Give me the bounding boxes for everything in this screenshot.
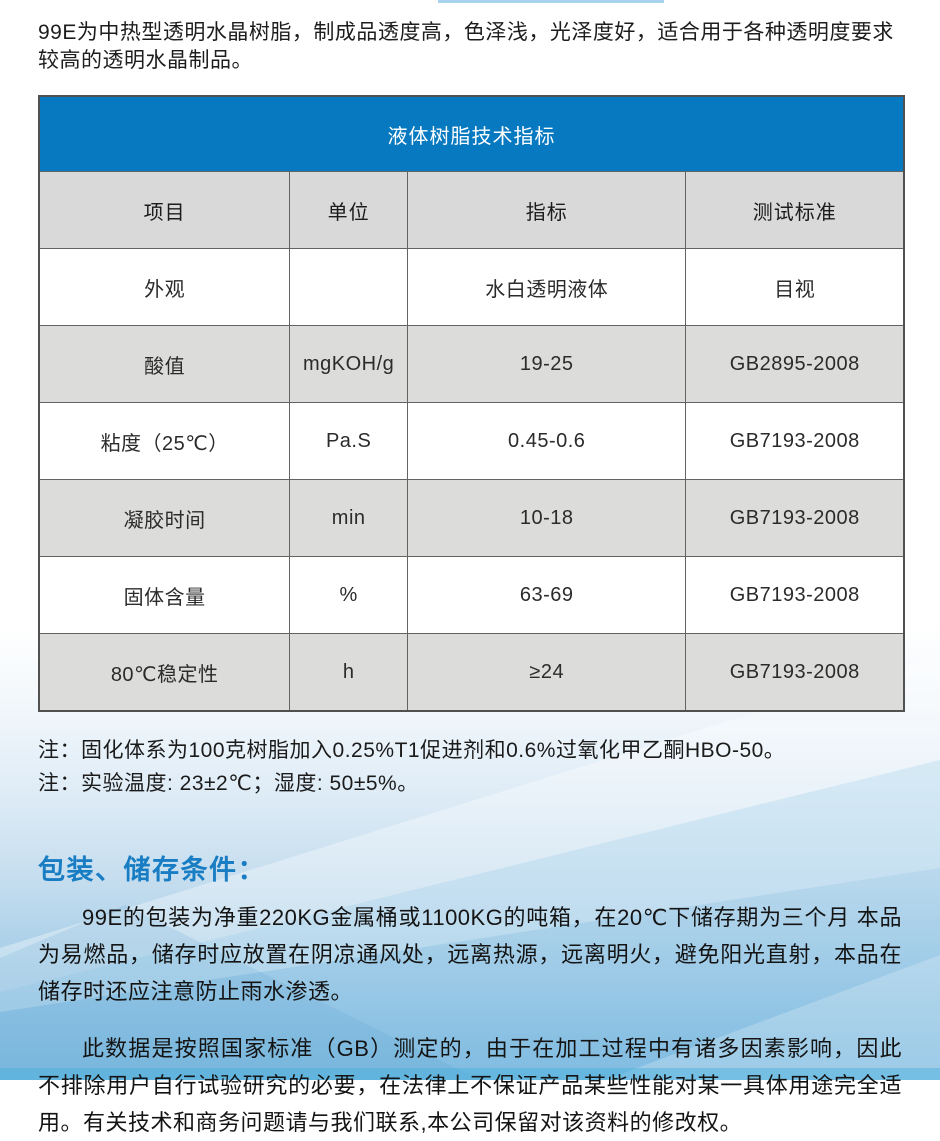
- top-banner-fragment: [438, 0, 664, 3]
- cell-spec: 水白透明液体: [406, 248, 687, 326]
- cell-item: 80℃稳定性: [38, 633, 291, 712]
- cell-item: 粘度（25℃）: [38, 402, 291, 480]
- cell-item: 酸值: [38, 325, 291, 403]
- cell-spec: 19-25: [406, 325, 687, 403]
- cell-unit: h: [289, 633, 408, 712]
- cell-spec: ≥24: [406, 633, 687, 712]
- table-row-appearance: 外观 水白透明液体 目视: [38, 248, 905, 326]
- cell-standard: GB7193-2008: [685, 402, 905, 480]
- column-header-standard: 测试标准: [685, 171, 905, 249]
- cell-spec: 63-69: [406, 556, 687, 634]
- table-row-acid-value: 酸值 mgKOH/g 19-25 GB2895-2008: [38, 325, 905, 403]
- storage-paragraph-packaging: 99E的包装为净重220KG金属桶或1100KG的吨箱，在20℃下储存期为三个月…: [38, 905, 902, 1004]
- table-header-row: 项目 单位 指标 测试标准: [38, 171, 905, 249]
- cell-unit: [289, 248, 408, 326]
- column-header-item: 项目: [38, 171, 291, 249]
- cell-standard: 目视: [685, 248, 905, 326]
- cell-item: 外观: [38, 248, 291, 326]
- column-header-unit: 单位: [289, 171, 408, 249]
- table-row-stability: 80℃稳定性 h ≥24 GB7193-2008: [38, 633, 905, 712]
- note-test-conditions: 注：实验温度: 23±2℃；湿度: 50±5%。: [38, 772, 419, 795]
- resin-spec-table: 液体树脂技术指标 项目 单位 指标 测试标准 外观 水白透明液体 目视 酸值 m…: [38, 95, 905, 712]
- cell-unit: min: [289, 479, 408, 557]
- cell-standard: GB7193-2008: [685, 479, 905, 557]
- cell-spec: 10-18: [406, 479, 687, 557]
- table-row-gel-time: 凝胶时间 min 10-18 GB7193-2008: [38, 479, 905, 557]
- table-row-solid-content: 固体含量 % 63-69 GB7193-2008: [38, 556, 905, 634]
- table-notes: 注：固化体系为100克树脂加入0.25%T1促进剂和0.6%过氧化甲乙酮HBO-…: [38, 734, 902, 800]
- cell-unit: Pa.S: [289, 402, 408, 480]
- table-title-row: 液体树脂技术指标: [38, 95, 905, 172]
- cell-unit: mgKOH/g: [289, 325, 408, 403]
- note-curing-system: 注：固化体系为100克树脂加入0.25%T1促进剂和0.6%过氧化甲乙酮HBO-…: [38, 739, 786, 762]
- cell-unit: %: [289, 556, 408, 634]
- cell-standard: GB7193-2008: [685, 556, 905, 634]
- cell-item: 固体含量: [38, 556, 291, 634]
- column-header-spec: 指标: [406, 171, 687, 249]
- cell-standard: GB7193-2008: [685, 633, 905, 712]
- cell-spec: 0.45-0.6: [406, 402, 687, 480]
- cell-standard: GB2895-2008: [685, 325, 905, 403]
- table-row-viscosity: 粘度（25℃） Pa.S 0.45-0.6 GB7193-2008: [38, 402, 905, 480]
- cell-item: 凝胶时间: [38, 479, 291, 557]
- storage-paragraph-disclaimer: 此数据是按照国家标准（GB）测定的，由于在加工过程中有诸多因素影响，因此不排除用…: [38, 1036, 902, 1135]
- storage-section-heading: 包装、储存条件：: [38, 855, 266, 885]
- table-title: 液体树脂技术指标: [38, 95, 905, 172]
- product-intro-text: 99E为中热型透明水晶树脂，制成品透度高，色泽浅，光泽度好，适合用于各种透明度要…: [38, 21, 894, 72]
